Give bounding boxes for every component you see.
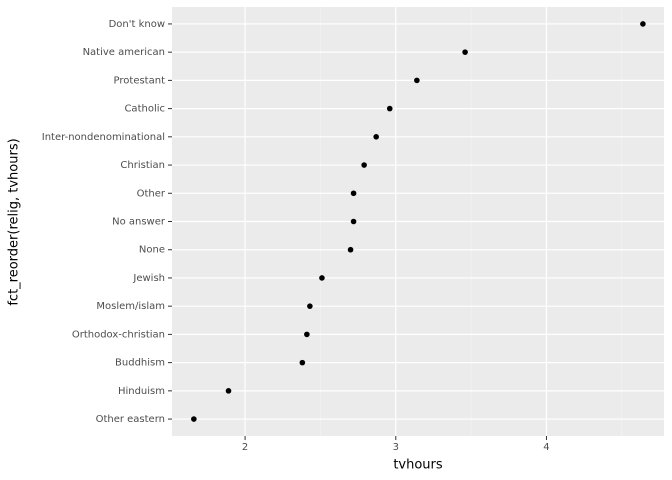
- point: [350, 190, 357, 197]
- y-tick-label: Don't know: [109, 19, 165, 30]
- y-tick-label: Moslem/islam: [96, 301, 165, 312]
- y-tick-label: Buddhism: [115, 358, 165, 369]
- point: [304, 331, 310, 338]
- y-tick-label: Native american: [83, 47, 165, 58]
- point: [640, 21, 646, 27]
- y-tick-label: None: [139, 245, 165, 256]
- point: [191, 416, 197, 422]
- y-tick-label: Catholic: [124, 104, 165, 115]
- x-tick-label: 3: [393, 442, 399, 453]
- y-tick-label: No answer: [112, 217, 166, 228]
- point: [307, 303, 313, 309]
- y-tick-label: Inter-nondenominational: [42, 132, 165, 143]
- point: [414, 77, 420, 84]
- y-tick-label: Christian: [120, 160, 165, 171]
- point: [386, 105, 393, 112]
- x-axis-title: tvhours: [393, 458, 443, 473]
- point: [347, 246, 354, 253]
- y-tick-label: Orthodox-christian: [72, 329, 165, 340]
- y-tick-label: Protestant: [114, 75, 166, 86]
- y-tick-label: Other: [137, 188, 166, 199]
- y-axis-title: fct_reorder(relig, tvhours): [7, 138, 22, 305]
- x-tick-label: 2: [242, 442, 248, 453]
- point: [299, 359, 306, 366]
- point: [225, 388, 232, 394]
- y-tick-label: Other eastern: [96, 414, 165, 425]
- point: [462, 49, 468, 55]
- point: [319, 275, 325, 281]
- point: [373, 134, 379, 140]
- point: [361, 162, 367, 168]
- point: [350, 218, 357, 225]
- y-tick-label: Jewish: [132, 273, 165, 284]
- x-tick-label: 4: [543, 442, 549, 453]
- y-tick-label: Hinduism: [118, 386, 165, 397]
